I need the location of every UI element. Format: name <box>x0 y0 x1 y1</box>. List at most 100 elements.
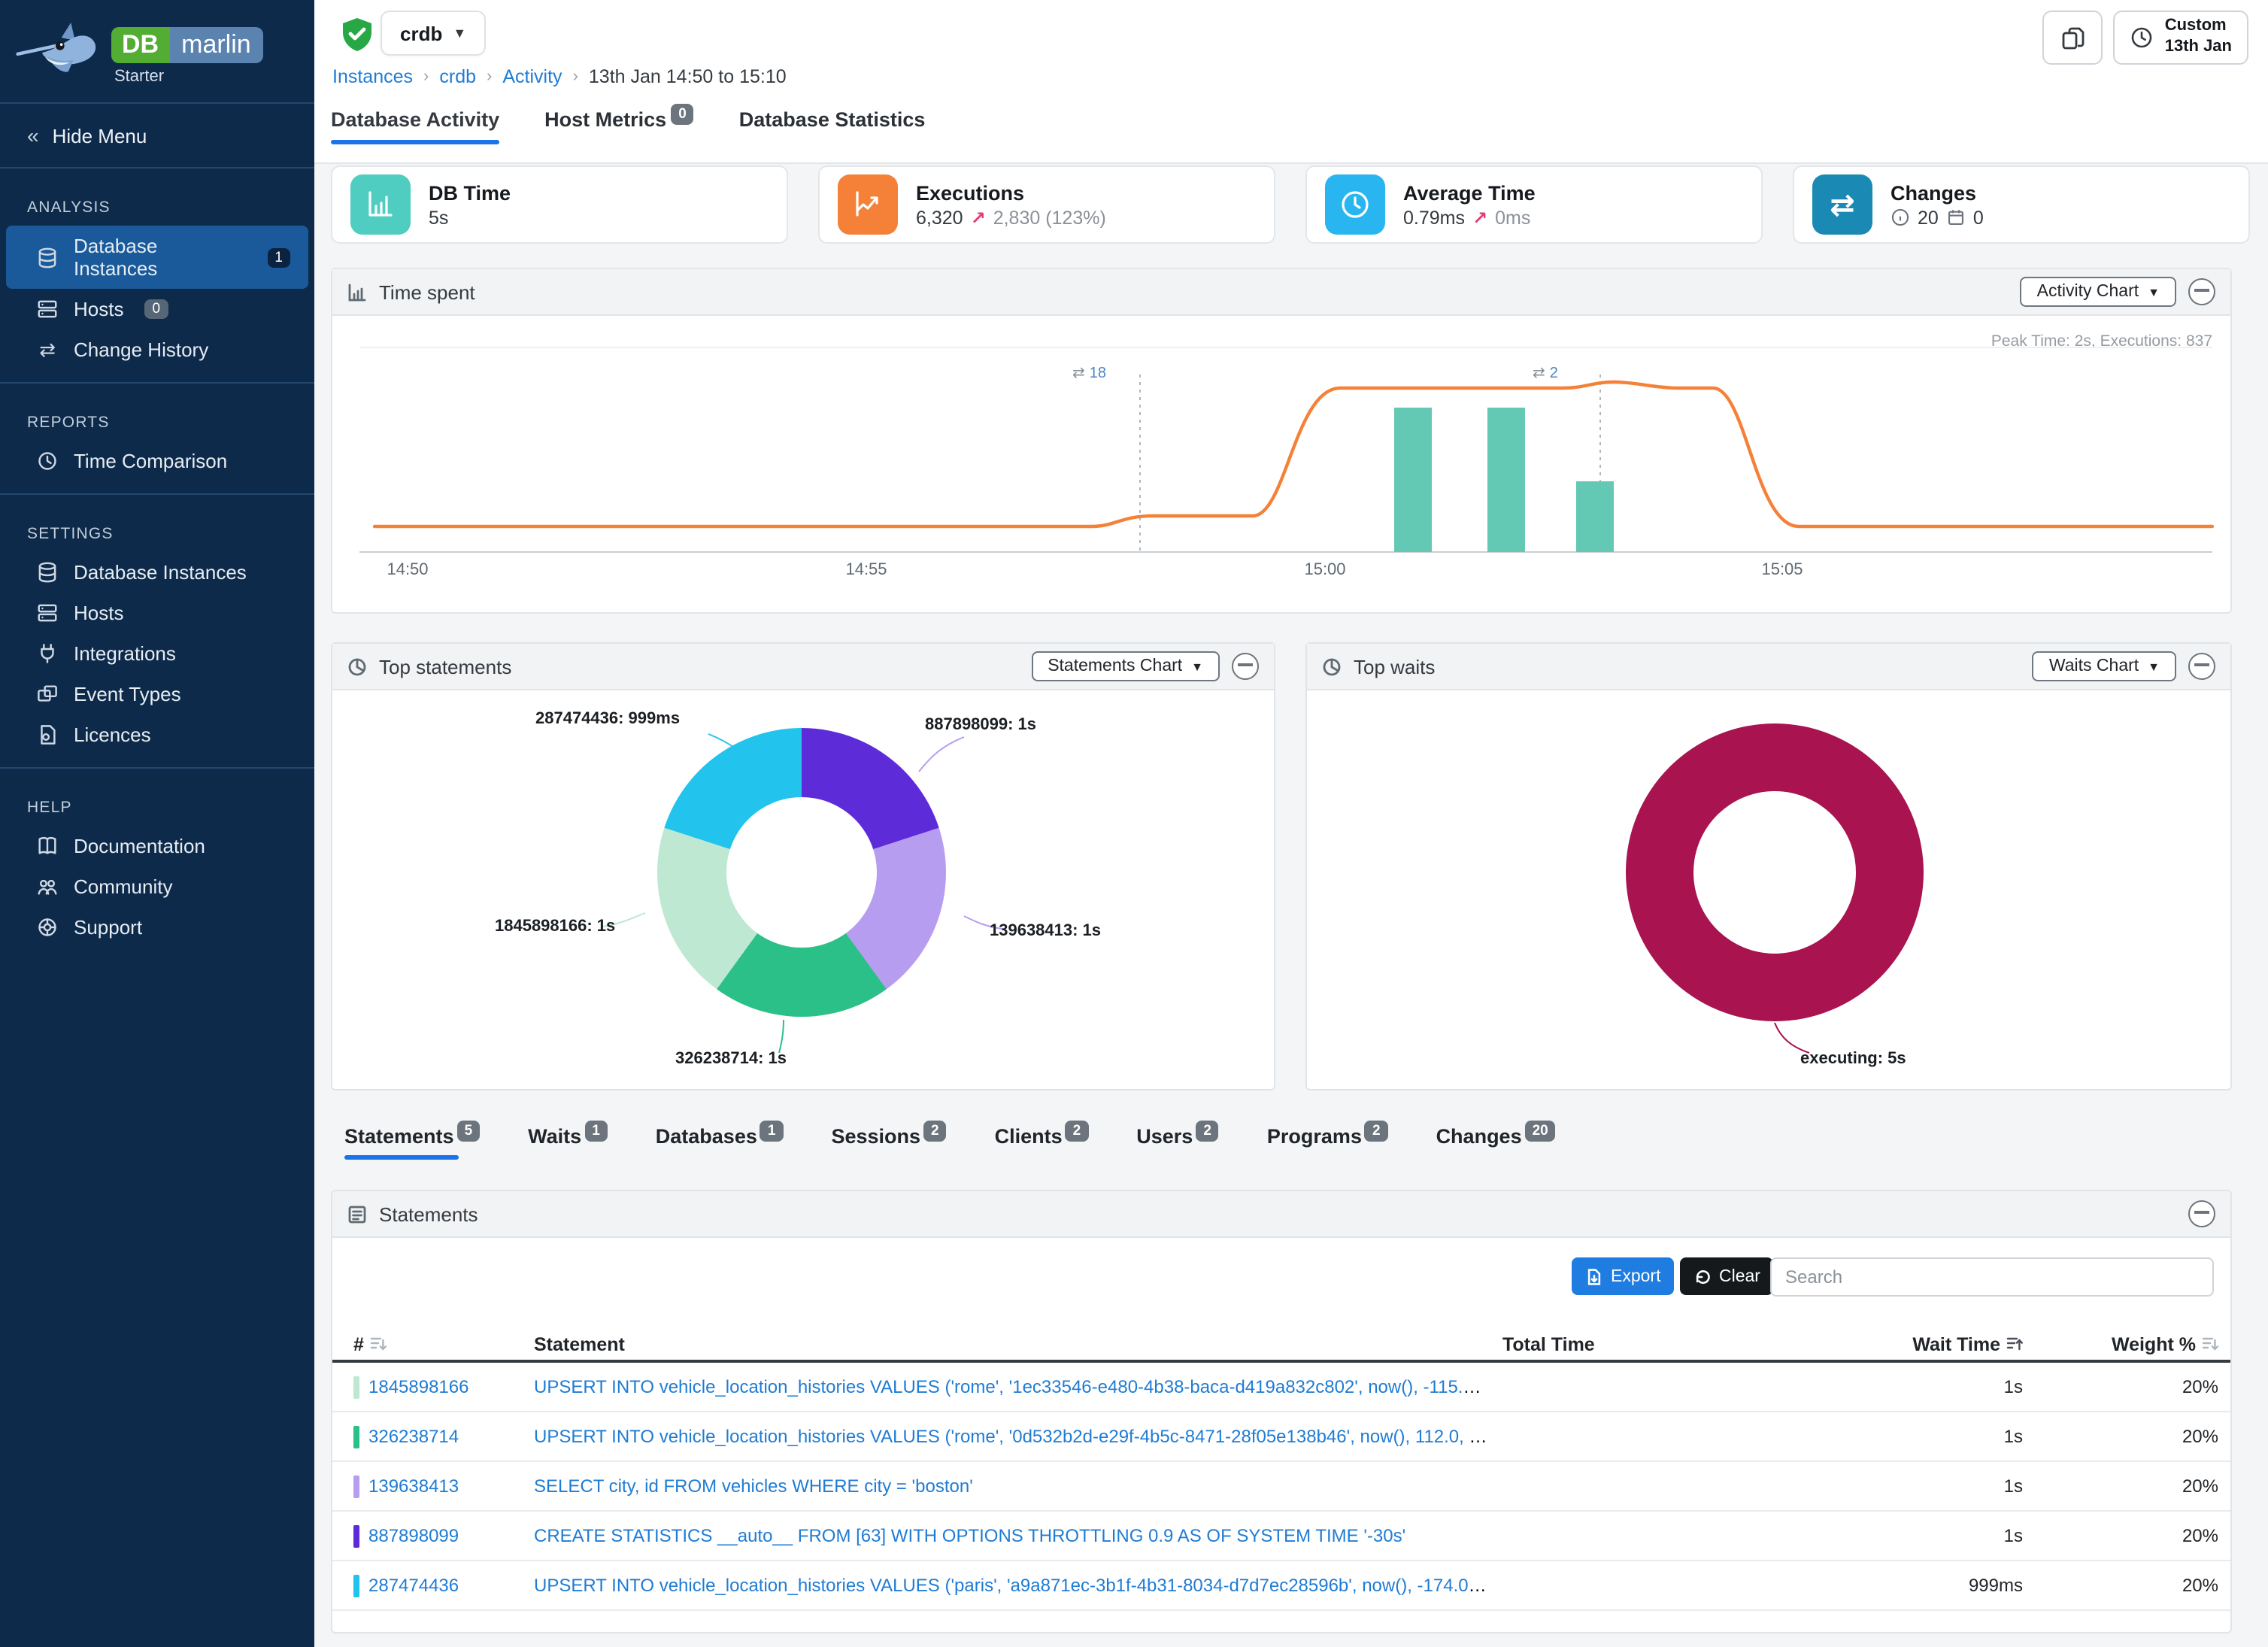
detail-tab-users[interactable]: Users 2 <box>1136 1120 1219 1160</box>
change-arrows-icon: ⇄ <box>1812 174 1872 235</box>
card-average-time: Average Time 0.79ms ↗ 0ms <box>1305 165 1763 244</box>
sidebar-item-community[interactable]: Community <box>0 866 314 907</box>
logo-wordmark: DB marlin <box>111 27 263 63</box>
table-row: 887898099 CREATE STATISTICS __auto__ FRO… <box>332 1512 2230 1561</box>
sidebar-item-integrations[interactable]: Integrations <box>0 633 314 674</box>
collapse-panel-button[interactable] <box>2188 653 2215 680</box>
app-logo[interactable]: DB marlin Starter <box>0 0 314 96</box>
col-header-id[interactable]: # <box>353 1334 534 1355</box>
chevron-down-icon: ▼ <box>2148 660 2160 673</box>
breadcrumb-activity[interactable]: Activity <box>502 66 562 87</box>
statement-id-link[interactable]: 887898099 <box>368 1525 459 1546</box>
col-header-statement[interactable]: Statement <box>534 1334 625 1355</box>
line-chart-icon <box>838 174 898 235</box>
sidebar-item-licences[interactable]: Licences <box>0 714 314 755</box>
trend-up-icon: ↗ <box>1472 207 1488 228</box>
table-toolbar: Export Clear <box>332 1257 2230 1297</box>
detail-tab-statements[interactable]: Statements 5 <box>344 1120 481 1160</box>
statement-id-link[interactable]: 139638413 <box>368 1476 459 1497</box>
clear-button[interactable]: Clear <box>1680 1257 1774 1295</box>
top-statements-header: Top statements Statements Chart ▼ <box>332 644 1274 690</box>
sidebar-item-database-instances[interactable]: Database Instances 1 <box>6 226 308 289</box>
sidebar-section-analysis: ANALYSIS Database Instances 1 Hosts 0 ⇄ … <box>0 174 314 376</box>
calendar-icon <box>1948 210 1963 225</box>
database-icon <box>36 246 59 268</box>
statement-text-link[interactable]: SELECT city, id FROM vehicles WHERE city… <box>534 1476 973 1497</box>
panel-title: Top waits <box>1354 655 1436 678</box>
statement-color-chip <box>353 1475 359 1497</box>
donut-label-326238714[interactable]: 326238714: 1s <box>675 1050 787 1068</box>
weight-value: 20% <box>2182 1426 2218 1447</box>
sidebar-section-reports: REPORTS Time Comparison <box>0 390 314 487</box>
detail-tab-sessions[interactable]: Sessions 2 <box>831 1120 947 1160</box>
sidebar-item-hosts[interactable]: Hosts 0 <box>0 289 314 329</box>
statement-text-link[interactable]: UPSERT INTO vehicle_location_histories V… <box>534 1376 1502 1397</box>
sidebar-item-settings-hosts[interactable]: Hosts <box>0 593 314 633</box>
detail-tab-changes[interactable]: Changes 20 <box>1436 1120 1556 1160</box>
statement-text-link[interactable]: UPSERT INTO vehicle_location_histories V… <box>534 1426 1502 1447</box>
statement-id-link[interactable]: 287474436 <box>368 1575 459 1596</box>
breadcrumb-instances[interactable]: Instances <box>332 66 414 87</box>
collapse-panel-button[interactable] <box>2188 1200 2215 1227</box>
statement-color-chip <box>353 1425 359 1448</box>
donut-label-887898099[interactable]: 887898099: 1s <box>925 716 1037 734</box>
search-input[interactable] <box>1770 1257 2214 1297</box>
statements-table-header: Statements <box>332 1191 2230 1238</box>
breadcrumb-separator: › <box>487 68 493 86</box>
change-marker-label[interactable]: ⇄ 18 <box>1072 365 1107 382</box>
sidebar-item-documentation[interactable]: Documentation <box>0 826 314 866</box>
tab-database-activity[interactable]: Database Activity <box>331 108 500 144</box>
sidebar-item-event-types[interactable]: Event Types <box>0 674 314 714</box>
tab-badge: 1 <box>760 1120 784 1141</box>
change-marker-label[interactable]: ⇄ 2 <box>1533 365 1558 382</box>
time-range-button[interactable]: Custom 13th Jan <box>2113 11 2248 65</box>
clock-icon <box>36 450 59 472</box>
chevron-down-icon: ▼ <box>2148 285 2160 299</box>
x-tick: 14:55 <box>845 561 887 579</box>
statement-text-link[interactable]: UPSERT INTO vehicle_location_histories V… <box>534 1575 1502 1596</box>
db-time-line <box>372 380 2215 529</box>
tab-badge: 2 <box>923 1120 947 1141</box>
detail-tab-programs[interactable]: Programs 2 <box>1267 1120 1388 1160</box>
sidebar-item-change-history[interactable]: ⇄ Change History <box>0 329 314 370</box>
sidebar-item-time-comparison[interactable]: Time Comparison <box>0 441 314 481</box>
detail-tab-databases[interactable]: Databases 1 <box>656 1120 784 1160</box>
waits-chart-dropdown[interactable]: Waits Chart ▼ <box>2032 651 2176 681</box>
collapse-panel-button[interactable] <box>2188 278 2215 305</box>
tab-badge: 1 <box>584 1120 608 1141</box>
instance-selector[interactable]: crdb ▼ <box>381 11 487 56</box>
wait-time-value: 999ms <box>1968 1575 2023 1596</box>
breadcrumb-crdb[interactable]: crdb <box>439 66 477 87</box>
col-header-weight[interactable]: Weight % <box>2023 1334 2218 1355</box>
col-header-total-time[interactable]: Total Time <box>1502 1334 1595 1355</box>
tab-database-statistics[interactable]: Database Statistics <box>738 108 926 131</box>
activity-chart-dropdown[interactable]: Activity Chart ▼ <box>2020 277 2176 307</box>
changes-info-count: 20 <box>1918 207 1939 228</box>
card-executions: Executions 6,320 ↗ 2,830 (123%) <box>818 165 1275 244</box>
sidebar-item-support[interactable]: Support <box>0 907 314 948</box>
chevron-down-icon: ▼ <box>453 26 467 41</box>
export-button[interactable]: Export <box>1572 1257 1675 1295</box>
donut-label-139638413[interactable]: 139638413: 1s <box>990 922 1102 940</box>
donut-label-287474436[interactable]: 287474436: 999ms <box>535 710 681 728</box>
tab-host-metrics[interactable]: Host Metrics 0 <box>544 103 694 144</box>
detail-tab-waits[interactable]: Waits 1 <box>528 1120 608 1160</box>
hide-menu-button[interactable]: « Hide Menu <box>27 123 147 147</box>
collapse-panel-button[interactable] <box>1232 653 1259 680</box>
statement-text-link[interactable]: CREATE STATISTICS __auto__ FROM [63] WIT… <box>534 1525 1406 1546</box>
database-icon <box>36 561 59 584</box>
weight-value: 20% <box>2182 1376 2218 1397</box>
statements-chart-dropdown[interactable]: Statements Chart ▼ <box>1031 651 1220 681</box>
activity-chart[interactable] <box>332 314 2230 555</box>
donut-label-executing[interactable]: executing: 5s <box>1800 1050 1906 1068</box>
copy-link-button[interactable] <box>2042 11 2103 65</box>
sidebar-item-settings-database-instances[interactable]: Database Instances <box>0 552 314 593</box>
x-tick: 15:00 <box>1304 561 1346 579</box>
panel-title: Top statements <box>379 655 512 678</box>
col-header-wait-time[interactable]: Wait Time <box>1788 1334 2023 1355</box>
card-changes: ⇄ Changes 20 0 <box>1793 165 2250 244</box>
statement-id-link[interactable]: 326238714 <box>368 1426 459 1447</box>
donut-label-1845898166[interactable]: 1845898166: 1s <box>495 918 616 936</box>
statement-id-link[interactable]: 1845898166 <box>368 1376 469 1397</box>
detail-tab-clients[interactable]: Clients 2 <box>995 1120 1089 1160</box>
